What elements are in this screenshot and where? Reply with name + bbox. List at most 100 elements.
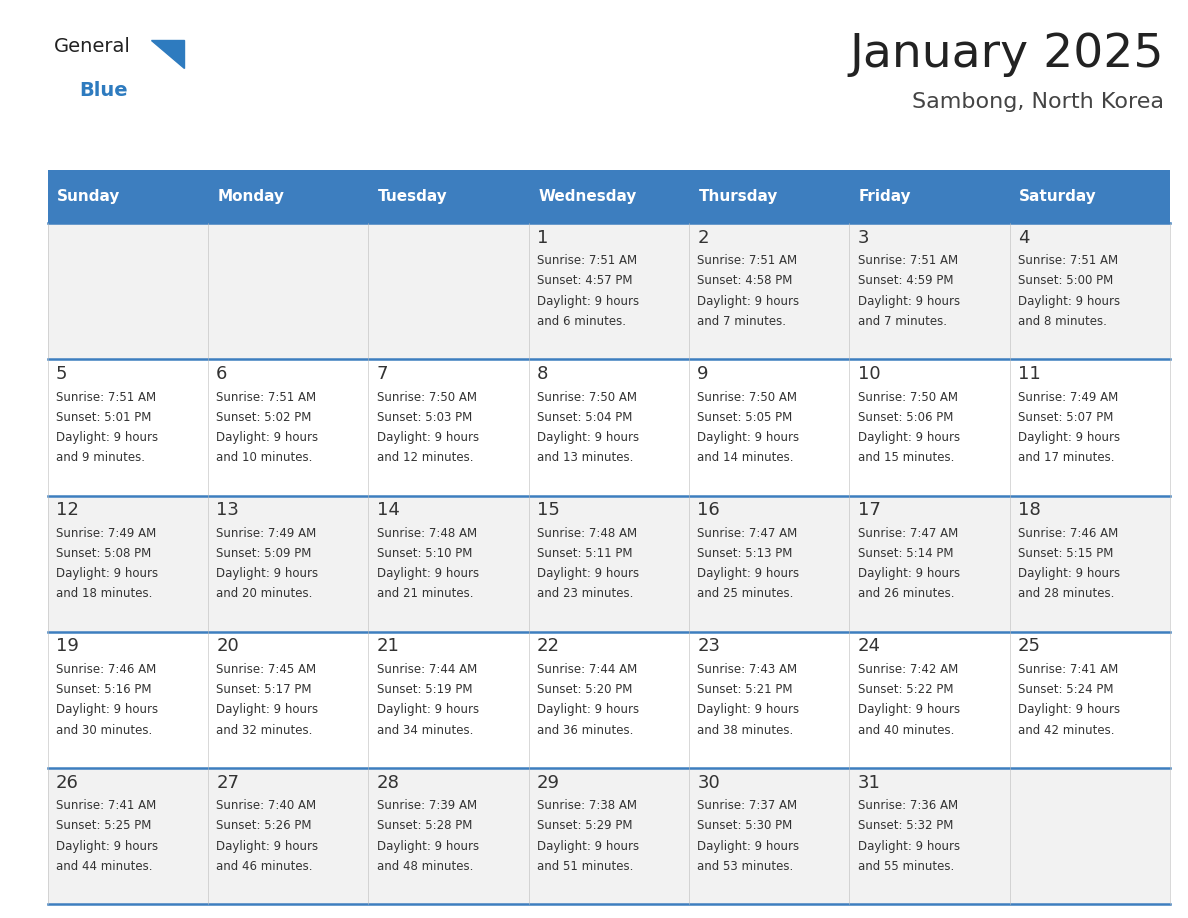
Text: and 46 minutes.: and 46 minutes.	[216, 860, 312, 873]
Text: Daylight: 9 hours: Daylight: 9 hours	[537, 295, 639, 308]
Text: 12: 12	[56, 501, 78, 519]
Text: 14: 14	[377, 501, 399, 519]
Text: 19: 19	[56, 637, 78, 655]
Text: and 38 minutes.: and 38 minutes.	[697, 723, 794, 736]
Text: Sunrise: 7:50 AM: Sunrise: 7:50 AM	[377, 390, 476, 404]
Text: Daylight: 9 hours: Daylight: 9 hours	[1018, 703, 1120, 716]
Text: Daylight: 9 hours: Daylight: 9 hours	[216, 431, 318, 444]
Text: Sunrise: 7:46 AM: Sunrise: 7:46 AM	[56, 663, 156, 676]
Text: Daylight: 9 hours: Daylight: 9 hours	[697, 295, 800, 308]
Text: Blue: Blue	[80, 81, 128, 100]
Text: Sunset: 4:57 PM: Sunset: 4:57 PM	[537, 274, 632, 287]
Text: Sunrise: 7:51 AM: Sunrise: 7:51 AM	[697, 254, 797, 267]
Text: Sunset: 5:19 PM: Sunset: 5:19 PM	[377, 683, 472, 696]
Text: Sunrise: 7:41 AM: Sunrise: 7:41 AM	[56, 800, 156, 812]
Text: Sunset: 5:26 PM: Sunset: 5:26 PM	[216, 820, 311, 833]
Text: 3: 3	[858, 229, 870, 247]
Polygon shape	[151, 40, 184, 68]
Text: Daylight: 9 hours: Daylight: 9 hours	[377, 431, 479, 444]
Bar	[48, 359, 1170, 496]
Text: Daylight: 9 hours: Daylight: 9 hours	[1018, 567, 1120, 580]
Text: Sunrise: 7:51 AM: Sunrise: 7:51 AM	[858, 254, 958, 267]
Text: 26: 26	[56, 774, 78, 791]
Text: 1: 1	[537, 229, 549, 247]
Text: Daylight: 9 hours: Daylight: 9 hours	[697, 703, 800, 716]
Text: and 8 minutes.: and 8 minutes.	[1018, 315, 1107, 328]
Text: Daylight: 9 hours: Daylight: 9 hours	[858, 567, 960, 580]
Text: 20: 20	[216, 637, 239, 655]
Bar	[48, 632, 1170, 768]
Text: 4: 4	[1018, 229, 1030, 247]
Text: 21: 21	[377, 637, 399, 655]
Text: Sunrise: 7:51 AM: Sunrise: 7:51 AM	[216, 390, 316, 404]
Text: Sunset: 5:01 PM: Sunset: 5:01 PM	[56, 410, 151, 424]
Text: Sunset: 5:32 PM: Sunset: 5:32 PM	[858, 820, 953, 833]
Text: and 14 minutes.: and 14 minutes.	[697, 451, 794, 465]
Text: 11: 11	[1018, 364, 1041, 383]
Text: Daylight: 9 hours: Daylight: 9 hours	[1018, 295, 1120, 308]
Text: Sunset: 5:16 PM: Sunset: 5:16 PM	[56, 683, 151, 696]
Text: Sunrise: 7:47 AM: Sunrise: 7:47 AM	[697, 527, 797, 540]
Text: Sunrise: 7:48 AM: Sunrise: 7:48 AM	[377, 527, 476, 540]
Text: 13: 13	[216, 501, 239, 519]
Text: and 25 minutes.: and 25 minutes.	[697, 588, 794, 600]
Text: Sunset: 5:25 PM: Sunset: 5:25 PM	[56, 820, 151, 833]
Text: Daylight: 9 hours: Daylight: 9 hours	[697, 431, 800, 444]
Text: Daylight: 9 hours: Daylight: 9 hours	[858, 703, 960, 716]
Text: Daylight: 9 hours: Daylight: 9 hours	[1018, 431, 1120, 444]
Text: Sunrise: 7:37 AM: Sunrise: 7:37 AM	[697, 800, 797, 812]
Text: Daylight: 9 hours: Daylight: 9 hours	[216, 567, 318, 580]
Text: Daylight: 9 hours: Daylight: 9 hours	[537, 840, 639, 853]
Text: Sunset: 5:06 PM: Sunset: 5:06 PM	[858, 410, 953, 424]
Text: 27: 27	[216, 774, 239, 791]
Text: Sunset: 5:17 PM: Sunset: 5:17 PM	[216, 683, 311, 696]
Text: and 28 minutes.: and 28 minutes.	[1018, 588, 1114, 600]
Text: Sunrise: 7:42 AM: Sunrise: 7:42 AM	[858, 663, 958, 676]
Text: 18: 18	[1018, 501, 1041, 519]
Text: Daylight: 9 hours: Daylight: 9 hours	[537, 567, 639, 580]
Text: and 13 minutes.: and 13 minutes.	[537, 451, 633, 465]
Text: and 7 minutes.: and 7 minutes.	[858, 315, 947, 328]
Text: Sunrise: 7:47 AM: Sunrise: 7:47 AM	[858, 527, 958, 540]
Text: Sunset: 5:20 PM: Sunset: 5:20 PM	[537, 683, 632, 696]
Text: Sunset: 5:00 PM: Sunset: 5:00 PM	[1018, 274, 1113, 287]
Text: 10: 10	[858, 364, 880, 383]
Text: 15: 15	[537, 501, 560, 519]
Text: Sunset: 5:04 PM: Sunset: 5:04 PM	[537, 410, 632, 424]
Bar	[48, 223, 1170, 359]
Text: and 30 minutes.: and 30 minutes.	[56, 723, 152, 736]
Text: Daylight: 9 hours: Daylight: 9 hours	[56, 431, 158, 444]
Text: 8: 8	[537, 364, 549, 383]
Text: Friday: Friday	[859, 189, 911, 204]
Text: and 6 minutes.: and 6 minutes.	[537, 315, 626, 328]
Text: Sunrise: 7:49 AM: Sunrise: 7:49 AM	[216, 527, 316, 540]
Text: Daylight: 9 hours: Daylight: 9 hours	[858, 295, 960, 308]
Text: General: General	[53, 37, 131, 56]
Text: 28: 28	[377, 774, 399, 791]
Text: Sunset: 5:10 PM: Sunset: 5:10 PM	[377, 547, 472, 560]
Text: Daylight: 9 hours: Daylight: 9 hours	[216, 840, 318, 853]
Text: and 34 minutes.: and 34 minutes.	[377, 723, 473, 736]
Text: Daylight: 9 hours: Daylight: 9 hours	[537, 431, 639, 444]
Text: Sunrise: 7:38 AM: Sunrise: 7:38 AM	[537, 800, 637, 812]
Text: Sunrise: 7:41 AM: Sunrise: 7:41 AM	[1018, 663, 1118, 676]
Text: Tuesday: Tuesday	[378, 189, 448, 204]
Text: Sunset: 5:15 PM: Sunset: 5:15 PM	[1018, 547, 1113, 560]
Text: and 18 minutes.: and 18 minutes.	[56, 588, 152, 600]
Text: Daylight: 9 hours: Daylight: 9 hours	[537, 703, 639, 716]
Text: Sunrise: 7:50 AM: Sunrise: 7:50 AM	[537, 390, 637, 404]
Text: Daylight: 9 hours: Daylight: 9 hours	[56, 567, 158, 580]
Text: Sunrise: 7:50 AM: Sunrise: 7:50 AM	[697, 390, 797, 404]
Text: Sunset: 5:09 PM: Sunset: 5:09 PM	[216, 547, 311, 560]
Text: 24: 24	[858, 637, 880, 655]
Text: 9: 9	[697, 364, 709, 383]
Text: 31: 31	[858, 774, 880, 791]
Text: 30: 30	[697, 774, 720, 791]
Text: Sunrise: 7:48 AM: Sunrise: 7:48 AM	[537, 527, 637, 540]
Text: and 36 minutes.: and 36 minutes.	[537, 723, 633, 736]
Text: Sunrise: 7:49 AM: Sunrise: 7:49 AM	[56, 527, 156, 540]
Text: and 44 minutes.: and 44 minutes.	[56, 860, 152, 873]
Bar	[48, 496, 1170, 632]
Text: Wednesday: Wednesday	[538, 189, 637, 204]
Text: Sunrise: 7:51 AM: Sunrise: 7:51 AM	[56, 390, 156, 404]
